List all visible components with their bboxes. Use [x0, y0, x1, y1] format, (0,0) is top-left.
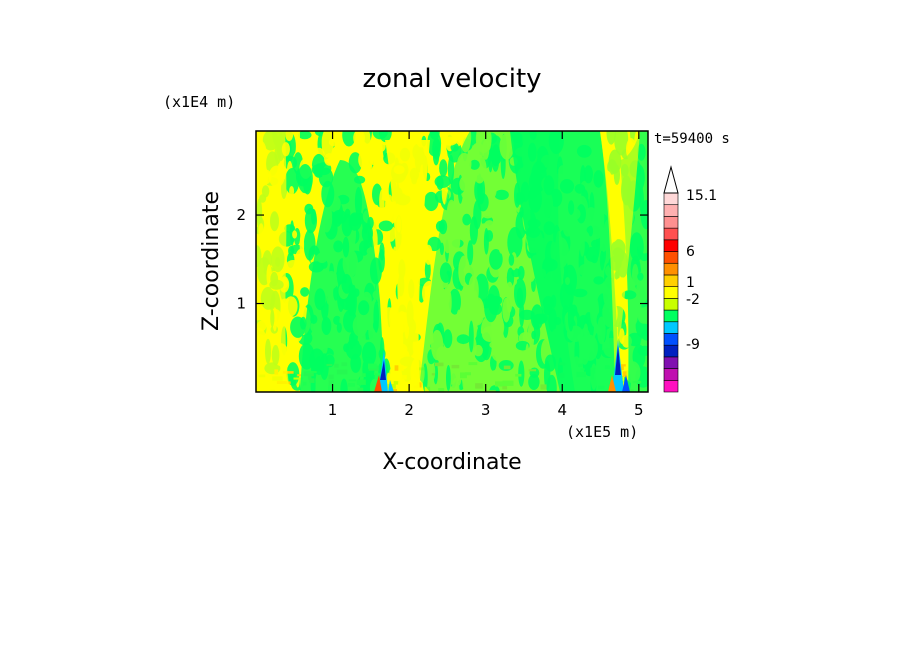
field-speckle [424, 244, 433, 265]
yellow-band-3 [600, 131, 640, 380]
colorbar-swatch [663, 379, 679, 393]
field-speckle [378, 220, 394, 232]
colorbar-swatch [663, 239, 679, 252]
field-speckle [316, 162, 332, 176]
field-speckle [439, 159, 448, 178]
field-speckle [364, 165, 372, 177]
x-tick-label: 4 [557, 401, 567, 419]
field-speckle [384, 194, 395, 220]
colorbar-label: 1 [686, 275, 695, 291]
field-speckle-bottom [416, 367, 425, 371]
heatmap-field [256, 131, 648, 392]
y-axis-title: Z-coordinate [199, 191, 224, 331]
y-tick-label: 1 [236, 295, 246, 313]
colorbar-swatch [663, 286, 679, 299]
field-speckle [303, 229, 316, 261]
colorbar-swatch [663, 216, 679, 229]
yellow-band-1 [256, 131, 290, 392]
colorbar-extend-arrow [663, 165, 679, 194]
field-speckle [299, 232, 305, 258]
field-speckle [389, 304, 400, 334]
field-speckle-bottom [393, 381, 401, 385]
field-speckle [353, 131, 365, 147]
y-unit-label: (x1E4 m) [163, 93, 235, 111]
field-speckle [285, 260, 301, 272]
x-tick-label: 2 [404, 401, 414, 419]
colorbar-swatch [663, 251, 679, 264]
field-speckle [427, 131, 442, 157]
x-tick-label: 3 [481, 401, 491, 419]
field-speckle [304, 207, 317, 234]
field-speckle-bottom [293, 377, 304, 380]
field-speckle [299, 316, 307, 330]
field-speckle-bottom [297, 374, 301, 377]
jet-1 [374, 350, 394, 392]
x-tick-label: 1 [328, 401, 338, 419]
field-speckle [379, 189, 385, 214]
field-speckle [298, 131, 312, 140]
x-axis-title: X-coordinate [382, 450, 521, 475]
colorbar-swatch [663, 321, 679, 334]
colorbar-label: -2 [686, 292, 700, 308]
x-tick-label: 5 [634, 401, 644, 419]
field-speckle [386, 256, 393, 271]
colorbar-label: 15.1 [686, 188, 717, 204]
colorbar-swatch [663, 274, 679, 287]
colorbar-swatch [663, 356, 679, 369]
field-speckle [300, 287, 310, 297]
colorbar-swatch [663, 344, 679, 358]
field-speckle [423, 191, 439, 212]
colorbar-swatch [663, 227, 679, 241]
colorbar-swatch [663, 262, 679, 276]
field-speckle [297, 164, 313, 194]
field-speckle-bottom [282, 371, 294, 374]
field-speckle [284, 296, 298, 317]
field-speckle [342, 131, 356, 147]
field-speckle [286, 362, 300, 386]
field-speckle [386, 344, 399, 361]
field-speckle [442, 136, 457, 146]
plot-frame [255, 130, 649, 393]
green-plume-3 [510, 131, 620, 392]
colorbar-swatch [663, 204, 679, 217]
yellow-band-2 [385, 140, 430, 392]
field-speckle [292, 230, 298, 239]
field-speckle-bottom [617, 364, 626, 367]
chart-title: zonal velocity [362, 64, 541, 94]
y-tick-label: 2 [236, 206, 246, 224]
colorbar-label: -9 [686, 337, 700, 353]
field-speckle [392, 246, 397, 266]
colorbar-label: 6 [686, 244, 695, 260]
field-speckle [436, 175, 444, 190]
field-speckle-bottom [287, 381, 291, 385]
field-speckle [424, 259, 431, 281]
field-speckle [289, 186, 295, 197]
colorbar-swatch [663, 192, 679, 206]
y-ticks: 12 [236, 206, 648, 313]
jet-2 [608, 340, 630, 392]
x-ticks: 1 2 3 4 5 [328, 131, 644, 419]
x-unit-label: (x1E5 m) [566, 423, 638, 441]
field-speckle-bottom [623, 371, 627, 378]
field-speckle-bottom [424, 386, 431, 392]
colorbar-swatch [663, 333, 679, 346]
colorbar-swatch [663, 309, 679, 323]
field-speckle [328, 138, 338, 147]
field-speckle [285, 168, 300, 195]
field-speckle [372, 131, 388, 140]
colorbar-swatch [663, 368, 679, 381]
colorbar: 15.1 6 1-2 -9 [663, 165, 717, 393]
time-label: t=59400 s [654, 131, 730, 147]
field-speckle [298, 197, 305, 211]
field-speckle [321, 131, 334, 158]
green-plume-1 [300, 160, 385, 392]
field-speckle [285, 131, 294, 142]
field-speckle [424, 213, 431, 241]
colorbar-swatch [663, 298, 679, 311]
